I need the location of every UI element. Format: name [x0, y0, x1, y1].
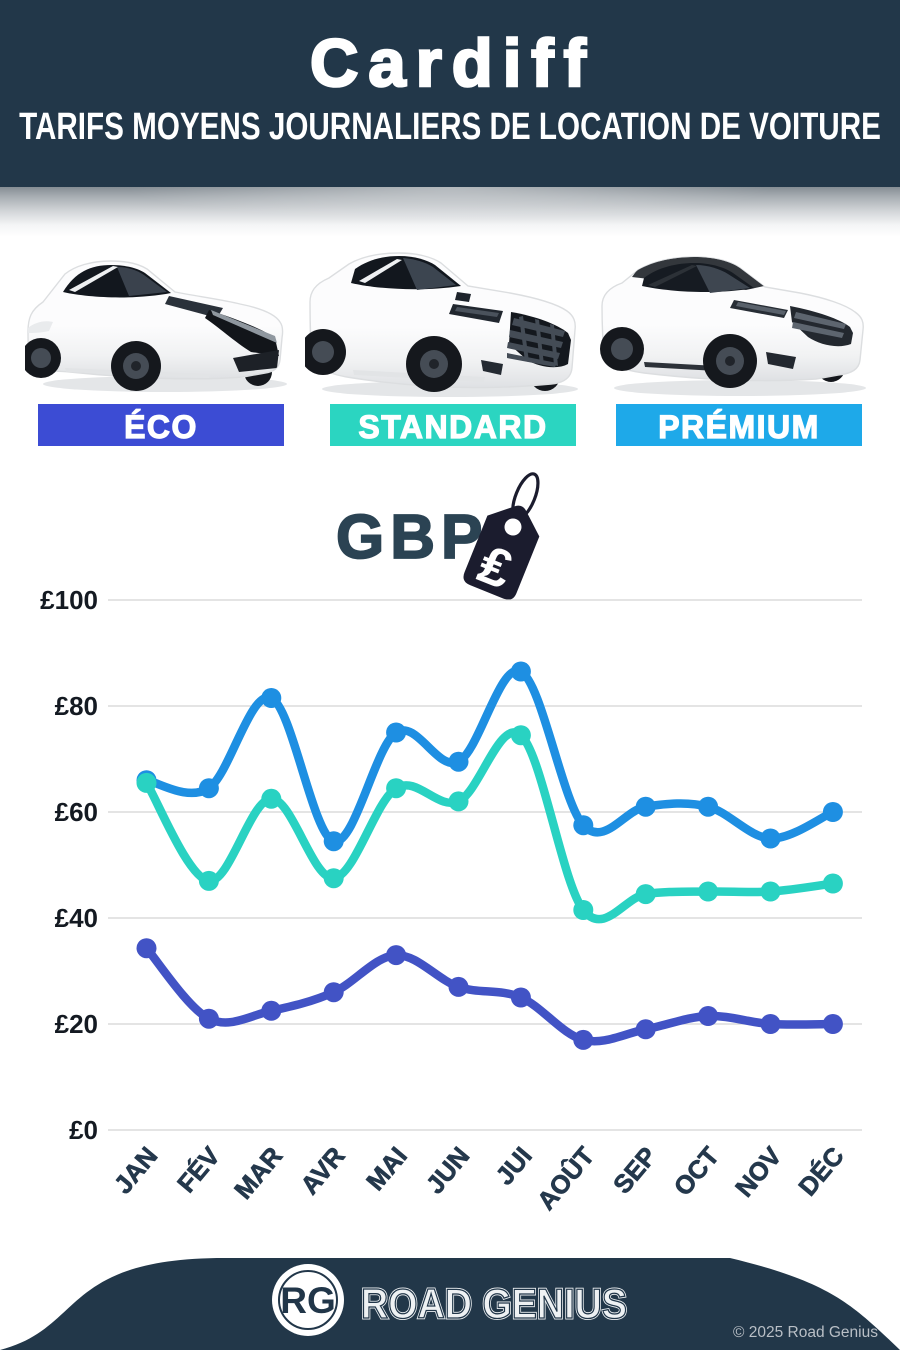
svg-text:SEP: SEP: [608, 1142, 662, 1199]
svg-text:ROAD GENIUS: ROAD GENIUS: [361, 1280, 627, 1327]
svg-text:£100: £100: [40, 585, 98, 615]
svg-text:JUI: JUI: [491, 1142, 538, 1190]
svg-text:ROAD GENIUS: ROAD GENIUS: [361, 1280, 627, 1327]
svg-text:RG: RG: [280, 1280, 336, 1321]
svg-text:£20: £20: [55, 1009, 98, 1039]
svg-text:JAN: JAN: [109, 1142, 163, 1199]
svg-text:JUN: JUN: [421, 1142, 475, 1199]
svg-text:AOÛT: AOÛT: [531, 1141, 601, 1216]
svg-text:£0: £0: [69, 1115, 98, 1145]
svg-text:MAI: MAI: [361, 1142, 412, 1196]
svg-text:OCT: OCT: [669, 1142, 725, 1202]
svg-text:NOV: NOV: [730, 1142, 787, 1202]
svg-text:DÉC: DÉC: [793, 1142, 850, 1202]
svg-text:MAR: MAR: [229, 1142, 288, 1204]
svg-text:£60: £60: [55, 797, 98, 827]
svg-text:FÉV: FÉV: [172, 1142, 226, 1199]
svg-text:AVR: AVR: [296, 1142, 351, 1200]
svg-text:£40: £40: [55, 903, 98, 933]
svg-text:£80: £80: [55, 691, 98, 721]
